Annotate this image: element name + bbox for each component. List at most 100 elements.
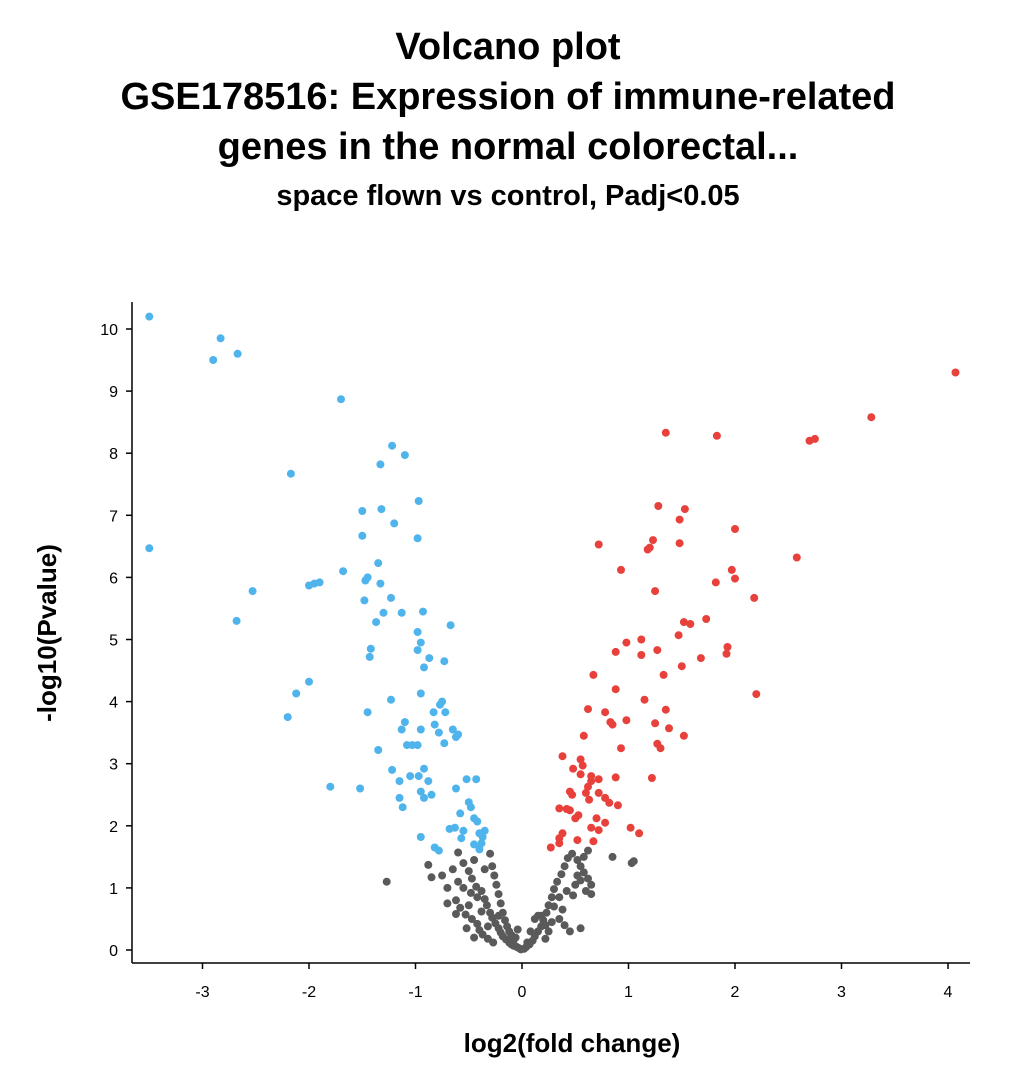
up-gene-point (649, 536, 657, 545)
ns-gene-point (513, 925, 522, 934)
down-gene-point (145, 544, 154, 553)
up-gene-point (643, 545, 652, 554)
down-gene-point (209, 356, 218, 364)
down-gene-point (429, 708, 438, 717)
up-gene-point (674, 631, 683, 640)
down-gene-point (398, 803, 407, 812)
down-gene-point (420, 663, 428, 672)
up-gene-point (594, 788, 603, 797)
up-gene-point (587, 823, 596, 832)
down-gene-point (434, 728, 443, 737)
up-gene-point (568, 790, 577, 799)
y-tick-label: 3 (109, 757, 118, 774)
ns-gene-point (424, 860, 433, 869)
ns-gene-point (584, 874, 592, 883)
up-gene-point (679, 731, 688, 740)
ns-gene-point (562, 887, 571, 895)
chart-title-block: Volcano plot GSE178516: Expression of im… (0, 22, 1016, 218)
ns-gene-point (587, 890, 596, 899)
down-gene-point (457, 834, 466, 843)
ns-gene-point (464, 867, 473, 876)
x-tick-label: -3 (195, 984, 209, 1001)
down-gene-point (430, 720, 439, 729)
ns-gene-point (473, 919, 482, 928)
up-gene-point (661, 705, 670, 714)
ns-gene-point (443, 899, 452, 908)
down-gene-point (416, 787, 425, 796)
ns-gene-point (576, 924, 585, 933)
up-gene-point (546, 843, 555, 852)
down-gene-point (397, 725, 406, 734)
down-gene-point (326, 782, 335, 791)
ns-gene-point (466, 888, 475, 897)
down-gene-point (305, 581, 313, 590)
down-gene-point (232, 616, 241, 625)
up-gene-point (702, 615, 711, 623)
down-gene-point (434, 846, 443, 855)
ns-gene-point (459, 883, 468, 892)
ns-gene-point (557, 870, 566, 879)
ns-gene-point (608, 852, 617, 861)
ns-gene-point (576, 862, 585, 871)
down-gene-point (472, 775, 481, 784)
chart-subtitle: space flown vs control, Padj<0.05 (276, 180, 740, 212)
ns-gene-point (470, 856, 479, 864)
up-gene-point (635, 829, 644, 838)
y-tick-label: 0 (109, 943, 118, 960)
y-tick-label: 10 (100, 322, 118, 339)
up-gene-point (727, 565, 736, 574)
up-gene-point (571, 814, 580, 823)
up-gene-point (651, 587, 660, 596)
ns-gene-point (569, 891, 578, 900)
up-gene-point (750, 593, 759, 602)
ns-gene-point (496, 899, 505, 908)
down-gene-point (440, 657, 449, 666)
down-gene-point (372, 618, 381, 627)
x-tick-label: -2 (302, 984, 316, 1001)
down-gene-point (400, 718, 409, 727)
ns-gene-point (478, 930, 487, 939)
up-gene-point (647, 774, 656, 782)
ns-gene-point (573, 856, 582, 864)
down-gene-point (283, 713, 292, 722)
up-gene-point (712, 431, 721, 440)
up-gene-point (867, 413, 876, 422)
x-tick-label: 0 (518, 984, 527, 1001)
up-gene-point (637, 651, 646, 659)
ns-gene-point (459, 859, 468, 868)
x-tick-label: 1 (624, 984, 633, 1001)
up-gene-point (723, 643, 732, 651)
x-tick-label: 3 (837, 984, 846, 1001)
up-gene-point (752, 690, 761, 699)
up-gene-point (622, 638, 631, 647)
ns-gene-point (629, 857, 638, 866)
ns-gene-point (571, 880, 580, 889)
up-gene-point (722, 649, 731, 658)
down-gene-point (416, 689, 425, 698)
y-tick-label: 9 (109, 384, 118, 401)
down-gene-point (363, 708, 372, 717)
up-gene-point (569, 764, 578, 773)
ns-gene-point (486, 849, 495, 858)
y-axis-label: -log10(Pvalue) (32, 544, 62, 722)
axes: -3 -2 -1 0 1 2 3 4 0 1 2 3 4 5 6 7 8 9 10 (100, 302, 970, 1001)
down-gene-point (419, 607, 427, 616)
y-tick-label: 8 (109, 446, 118, 463)
up-gene-point (555, 839, 564, 848)
down-gene-point (388, 765, 397, 774)
data-points (145, 312, 960, 954)
up-gene-point (581, 788, 590, 797)
up-gene-point (594, 775, 603, 784)
down-gene-point (286, 469, 295, 478)
up-gene-point (731, 525, 739, 533)
up-gene-point (589, 837, 598, 846)
ns-gene-point (501, 916, 509, 925)
y-tick-label: 4 (109, 695, 118, 712)
up-gene-point (686, 620, 695, 628)
ns-gene-point (464, 901, 473, 910)
down-gene-point (425, 654, 434, 663)
ns-gene-point (472, 882, 481, 891)
down-gene-point (397, 608, 406, 617)
down-gene-point (339, 567, 348, 576)
ns-gene-point (454, 848, 463, 857)
